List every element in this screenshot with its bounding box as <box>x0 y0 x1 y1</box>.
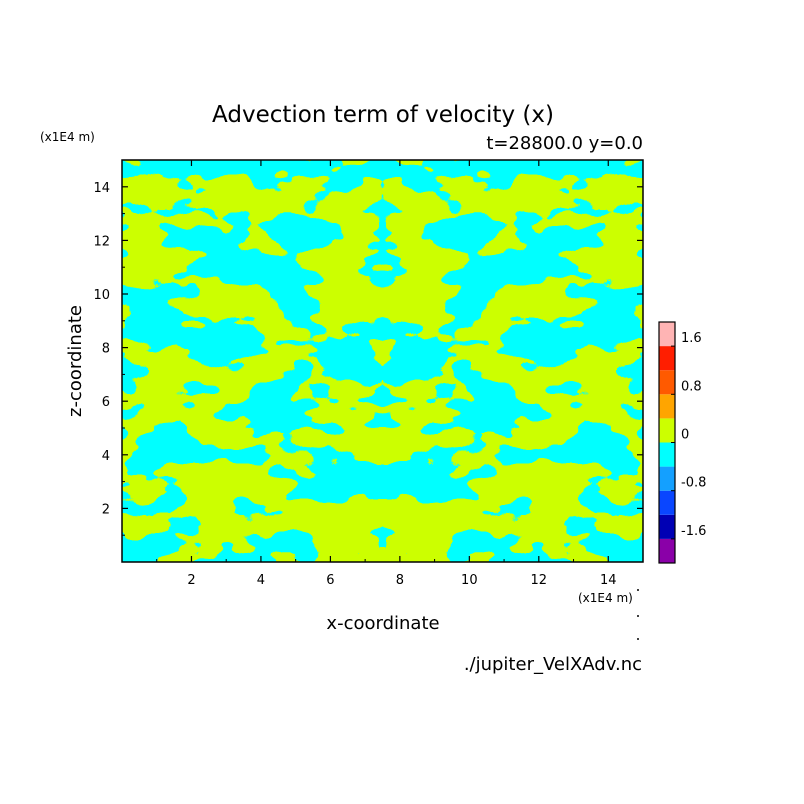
colorbar-swatch <box>659 442 675 467</box>
x-tick-label: 6 <box>326 573 334 588</box>
colorbar-swatch <box>659 418 675 443</box>
colorbar-swatch <box>659 490 675 515</box>
x-axis-label: x-coordinate <box>326 613 439 634</box>
chart-title: Advection term of velocity (x) <box>212 102 554 128</box>
colorbar-tick-label: -1.6 <box>681 524 706 539</box>
y-tick-label: 10 <box>93 288 110 303</box>
y-tick-label: 8 <box>102 342 110 357</box>
colorbar-swatch <box>659 466 675 491</box>
y-tick-label: 4 <box>102 449 110 464</box>
colorbar-tick-label: 0.8 <box>681 379 702 394</box>
x-axis-unit: (x1E4 m) <box>578 591 633 605</box>
x-tick-label: 4 <box>257 573 265 588</box>
field-mirror <box>382 160 643 562</box>
colorbar-swatch <box>659 346 675 371</box>
x-tick-label: 2 <box>187 573 195 588</box>
plot-frame <box>121 159 644 563</box>
x-tick-label: 12 <box>531 573 548 588</box>
y-tick-label: 2 <box>102 502 110 517</box>
colorbar-tick-label: 0 <box>681 428 689 443</box>
x-tick-label: 8 <box>396 573 404 588</box>
y-tick-label: 6 <box>102 395 110 410</box>
heatmap-field <box>122 160 643 562</box>
x-tick-label: 14 <box>600 573 617 588</box>
x-ticks: 2 4 6 8 10 12 14 <box>156 160 644 588</box>
colorbar-tick-label: 1.6 <box>681 331 702 346</box>
colorbar-swatch <box>659 514 675 539</box>
colorbar-swatch <box>659 370 675 395</box>
y-axis-label: z-coordinate <box>65 305 86 417</box>
colorbar: 1.6 0.8 0 -0.8 -1.6 <box>658 321 706 564</box>
colorbar-swatch <box>659 322 675 347</box>
colorbar-tick-label: -0.8 <box>681 476 706 491</box>
colorbar-swatch <box>659 394 675 419</box>
field-positive-regions <box>122 160 383 562</box>
source-file: ./jupiter_VelXAdv.nc <box>464 654 642 675</box>
y-tick-label: 14 <box>93 181 110 196</box>
chart-subtitle: t=28800.0 y=0.0 <box>486 133 643 154</box>
y-tick-label: 12 <box>93 234 110 249</box>
colorbar-swatch <box>659 538 675 563</box>
y-axis-unit: (x1E4 m) <box>40 130 95 144</box>
x-tick-label: 10 <box>461 573 478 588</box>
y-ticks: 2 4 6 8 10 12 14 <box>93 159 643 536</box>
